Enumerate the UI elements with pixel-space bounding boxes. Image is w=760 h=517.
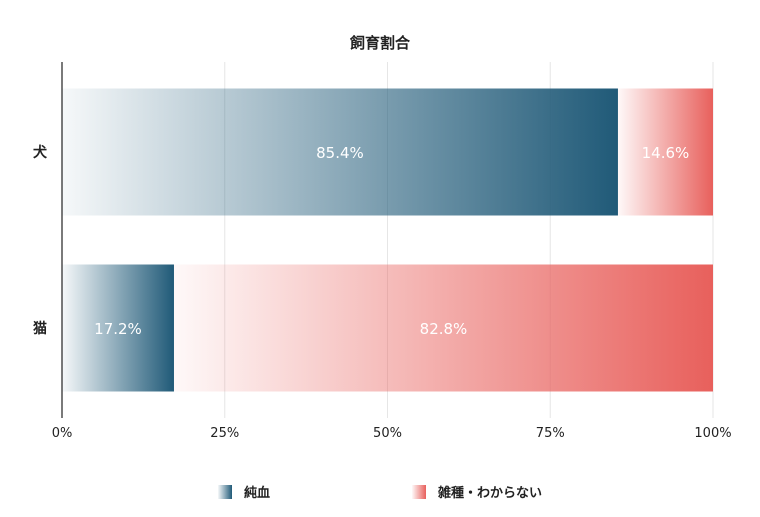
legend-swatch-purebred [218,485,232,499]
legend: 純血 雑種・わからない [218,485,542,501]
chart-title: 飼育割合 [349,34,411,52]
data-label-cat-mixed: 82.8% [420,320,468,338]
bar-dog-purebred [62,88,618,216]
legend-swatch-mixed [412,485,426,499]
bar-cat-mixed [173,264,714,392]
category-label-dog: 犬 [33,144,48,161]
legend-label-purebred: 純血 [244,485,270,501]
x-tick-label-25: 25% [210,426,239,441]
category-label-cat: 猫 [33,320,47,337]
bar-cat-purebred [62,264,174,392]
bars: 85.4% 14.6% 17.2% 82.8% [62,88,714,392]
x-tick-label-0: 0% [52,426,73,441]
x-tick-label-75: 75% [536,426,565,441]
axes: 犬猫 0% 25% 50% 75% 100% [33,62,732,441]
data-label-dog-purebred: 85.4% [316,144,364,162]
x-tick-label-50: 50% [373,426,402,441]
legend-label-mixed: 雑種・わからない [437,485,542,501]
x-tick-label-100: 100% [694,426,731,441]
data-label-cat-purebred: 17.2% [94,320,142,338]
data-label-dog-mixed: 14.6% [642,144,690,162]
bar-dog-mixed [617,88,713,216]
